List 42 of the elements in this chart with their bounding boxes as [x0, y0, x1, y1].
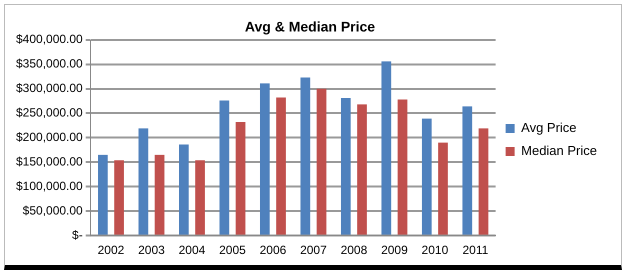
bar [138, 128, 148, 235]
bar [381, 61, 392, 235]
bar [219, 100, 230, 235]
y-tick-label: $150,000.00 [16, 154, 84, 168]
bar [276, 98, 286, 235]
x-tick-label: 2007 [300, 243, 328, 258]
bar [236, 122, 246, 235]
x-tick-label: 2006 [260, 243, 287, 258]
x-tick-label: 2002 [98, 243, 125, 258]
legend-label: Avg Price [521, 120, 577, 136]
y-tick-label: $300,000.00 [16, 81, 84, 96]
x-tick-label: 2008 [340, 243, 368, 258]
legend-label: Median Price [521, 143, 598, 158]
y-tick-label: $50,000.00 [22, 203, 84, 218]
bar [154, 154, 164, 235]
bar [179, 144, 189, 235]
y-tick-label: $200,000.00 [16, 130, 84, 144]
bar [195, 160, 205, 235]
bar [462, 106, 472, 235]
bar [422, 118, 432, 235]
y-tick-label: $350,000.00 [16, 56, 84, 71]
bar [300, 77, 310, 235]
y-tick-label: $100,000.00 [16, 178, 84, 193]
bar [340, 98, 351, 235]
bar [316, 88, 326, 235]
x-tick-label: 2009 [381, 243, 408, 258]
y-tick-label: $400,000.00 [16, 32, 84, 46]
bar [478, 128, 488, 235]
bar [114, 160, 124, 235]
y-tick-label: $250,000.00 [16, 106, 84, 120]
x-tick-label: 2011 [462, 243, 489, 258]
bar [260, 83, 270, 235]
x-tick-label: 2010 [422, 243, 449, 258]
bar [357, 104, 367, 235]
y-tick-label: $- [72, 228, 83, 242]
bar [98, 154, 108, 235]
bar [438, 142, 448, 235]
chart-title: Avg & Median Price [244, 18, 376, 34]
x-tick-label: 2003 [138, 243, 166, 258]
x-tick-label: 2005 [219, 243, 246, 258]
bar [398, 100, 408, 235]
x-tick-label: 2004 [178, 243, 206, 258]
